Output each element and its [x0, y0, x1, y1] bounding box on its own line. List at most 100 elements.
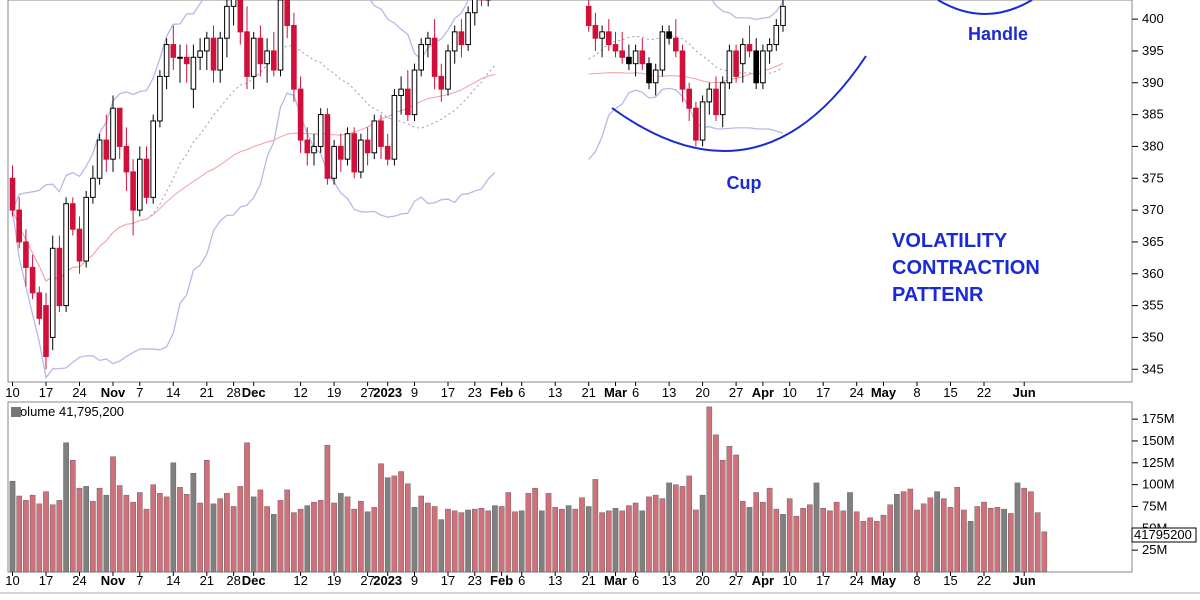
- price-xtick-label: 7: [136, 385, 143, 400]
- candle-body: [699, 101, 706, 141]
- cup-label: Cup: [727, 173, 762, 193]
- candle-body: [344, 133, 351, 160]
- volume-bar: [344, 496, 351, 573]
- price-xtick-label: 12: [293, 385, 307, 400]
- candle-body: [632, 50, 639, 65]
- volume-bar: [110, 456, 116, 573]
- volume-bar: [934, 491, 940, 573]
- volume-xtick-label: Dec: [242, 573, 266, 588]
- volume-bar: [338, 493, 344, 573]
- volume-last-value-box: [1131, 527, 1197, 543]
- candle-body: [257, 37, 264, 65]
- volume-bar: [163, 496, 170, 573]
- candle-body: [244, 31, 250, 77]
- volume-bar: [498, 506, 505, 573]
- volume-xtick-label: 21: [200, 573, 214, 588]
- candle-body: [666, 31, 672, 39]
- volume-bar: [666, 482, 672, 573]
- price-xtick-label: 2023: [373, 385, 402, 400]
- volume-ytick-label: 175M: [1142, 411, 1175, 426]
- price-xtick-label: 21: [200, 385, 214, 400]
- volume-bar: [713, 434, 719, 573]
- candle-body: [23, 241, 29, 268]
- volume-bar: [706, 406, 713, 573]
- handle-label: Handle: [968, 24, 1028, 44]
- volume-bar: [49, 504, 56, 573]
- candle-body: [284, 0, 290, 26]
- volume-bar: [786, 498, 793, 573]
- price-ytick-label: 375: [1142, 170, 1164, 185]
- volume-bar: [83, 486, 89, 573]
- volume-bar: [833, 501, 840, 573]
- volume-bar: [733, 454, 739, 573]
- volume-bar: [941, 498, 947, 573]
- candle-body: [76, 228, 83, 262]
- volume-bar: [679, 486, 686, 573]
- candle-body: [157, 75, 163, 122]
- candle-body: [190, 56, 197, 90]
- volume-bar: [532, 487, 538, 573]
- candle-body: [70, 203, 76, 230]
- price-xtick-label: 10: [782, 385, 796, 400]
- price-xtick-label: 14: [166, 385, 180, 400]
- volume-bar: [847, 492, 853, 573]
- volume-bar: [920, 503, 927, 573]
- price-xtick-label: 27: [729, 385, 743, 400]
- candle-body: [56, 247, 63, 307]
- volume-bars: [9, 406, 1048, 573]
- volume-bar: [425, 502, 431, 573]
- candle-body: [123, 145, 130, 173]
- candle-body: [304, 139, 311, 154]
- volume-bar: [177, 487, 183, 573]
- candle-body: [177, 56, 183, 59]
- candle-body: [405, 88, 411, 116]
- price-candles: [9, 0, 786, 370]
- volume-bar: [827, 510, 833, 573]
- volume-xtick-label: 19: [327, 573, 341, 588]
- candle-body: [652, 69, 659, 84]
- volume-last-value: 41795200: [1134, 527, 1192, 542]
- candle-body: [391, 95, 398, 160]
- candle-body: [317, 114, 324, 147]
- candle-body: [103, 139, 110, 160]
- volume-bar: [673, 484, 679, 573]
- price-xtick-label: Mar: [604, 385, 627, 400]
- volume-ytick-label: 100M: [1142, 477, 1175, 492]
- volume-panel-title: Volume 41,795,200: [12, 404, 124, 419]
- volume-bar: [116, 485, 123, 573]
- price-xtick-label: 17: [441, 385, 455, 400]
- bollinger-lower: [11, 87, 784, 380]
- price-xtick-label: 19: [327, 385, 341, 400]
- candle-body: [163, 44, 170, 77]
- price-ytick-label: 390: [1142, 75, 1164, 90]
- price-ytick-label: 400: [1142, 11, 1164, 26]
- volume-bar: [686, 475, 692, 573]
- candle-body: [418, 44, 424, 71]
- volume-xtick-label: 6: [632, 573, 639, 588]
- candle-body: [371, 120, 378, 154]
- candle-body: [585, 5, 592, 26]
- volume-xtick-label: 14: [166, 573, 180, 588]
- price-xtick-label: 27: [360, 385, 374, 400]
- volume-bar: [311, 501, 317, 573]
- volume-bar: [900, 491, 907, 573]
- candle-body: [398, 88, 404, 96]
- volume-bar: [572, 508, 579, 573]
- candle-body: [659, 31, 666, 71]
- candle-body: [773, 24, 780, 46]
- volume-bar: [947, 507, 954, 573]
- candle-body: [204, 37, 210, 52]
- candle-body: [425, 37, 431, 46]
- volume-bar: [90, 501, 96, 573]
- price-ytick-label: 385: [1142, 107, 1164, 122]
- volume-bar: [1028, 491, 1034, 573]
- volume-bar: [853, 511, 860, 573]
- volume-bar: [157, 493, 163, 573]
- volume-bar: [1034, 512, 1041, 573]
- candle-body: [719, 82, 726, 116]
- price-ytick-label: 365: [1142, 234, 1164, 249]
- candle-body: [766, 44, 773, 52]
- candle-body: [619, 50, 626, 58]
- volume-bar: [130, 501, 136, 573]
- volume-xtick-label: 23: [468, 573, 482, 588]
